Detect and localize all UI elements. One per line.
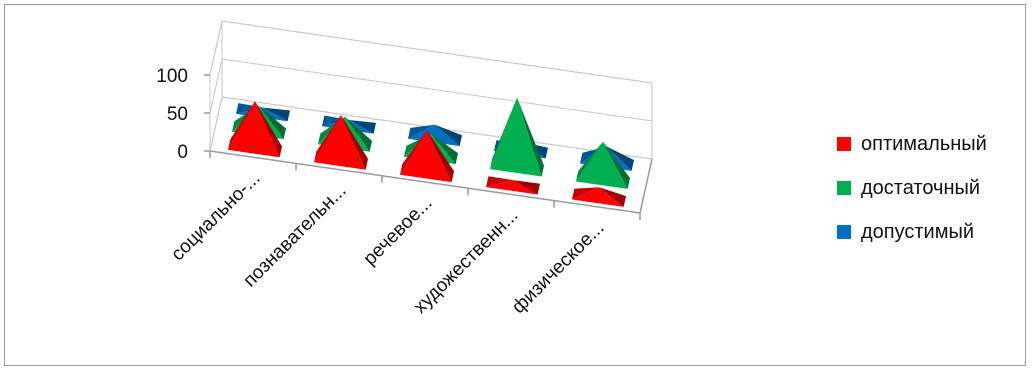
gridline [209,20,653,84]
pyramid-face-right [255,101,282,158]
pyramid-face-left [486,176,513,188]
x-category-label: физическое... [508,217,608,317]
pyramid-face-right [259,105,286,140]
legend: оптимальный достаточный допустимый [837,133,987,265]
pyramid-face-front [228,101,280,158]
pyramid-face-right [431,133,458,165]
pyramid-face-left [236,103,263,114]
pyramid-face-right [349,120,376,134]
pyramid-face-right [599,187,626,207]
pyramid-face-front [400,130,452,183]
legend-label: достаточный [861,176,981,199]
pyramid-face-left [576,141,603,182]
legend-swatch [837,181,851,195]
x-category-label: речевое... [360,193,437,270]
bar-оптимальный-2 [400,130,454,183]
y-axis-ticks: 0 50 100 [156,66,210,163]
y-tick-label: 100 [156,66,188,87]
x-category-label: социально-... [167,168,264,265]
legend-label: допустимый [861,220,975,243]
x-category-label: познавательн... [239,180,350,291]
pyramid-face-right [517,97,544,177]
pyramid-face-left [572,187,599,200]
y-tick-label: 0 [177,142,188,163]
chart-area: 0 50 100 социально-... познавательн... речев… [4,4,1026,366]
pyramid-face-right [603,141,630,189]
bar-оптимальный-0 [228,101,282,158]
pyramid-face-front [490,97,542,177]
x-category-label: художественн... [410,205,523,318]
legend-item: оптимальный [837,133,987,155]
legend-swatch [837,225,851,239]
pyramid-face-front [314,115,366,170]
bar-оптимальный-1 [314,115,368,170]
bar-оптимальный-4 [572,187,626,207]
gridline [209,58,653,122]
legend-swatch [837,137,851,151]
bar-достаточный-4 [576,141,630,189]
legend-label: оптимальный [861,132,987,155]
legend-item: достаточный [837,177,987,199]
pyramid-face-right [263,107,290,122]
pyramid-face-front [576,141,628,189]
pyramid-face-right [513,180,540,195]
pyramid-face-front [408,124,460,147]
pyramid-face-right [341,115,368,170]
pyramid-face-front [572,187,624,207]
y-tick-label: 50 [167,104,188,125]
pyramid-face-left [314,115,341,163]
pyramid-face-left [400,130,427,175]
pyramid-face-front [486,180,538,195]
bar-достаточный-3 [490,97,544,177]
chart-walls [209,20,653,220]
pyramid-face-left [322,115,349,127]
pyramid-face-left [228,101,255,150]
pyramid-face-right [345,116,372,152]
bar-допустимый-2 [408,124,462,147]
chart-plot: 0 50 100 социально-...познавательн... речев… [156,20,653,318]
legend-item: допустимый [837,221,987,243]
pyramid-face-right [607,146,634,171]
x-axis-labels: социально-...познавательн... речевое...ху… [167,168,608,318]
pyramid-face-right [435,124,462,147]
bar-оптимальный-3 [486,176,540,195]
chart-bars [228,97,634,207]
pyramid-face-right [427,130,454,183]
